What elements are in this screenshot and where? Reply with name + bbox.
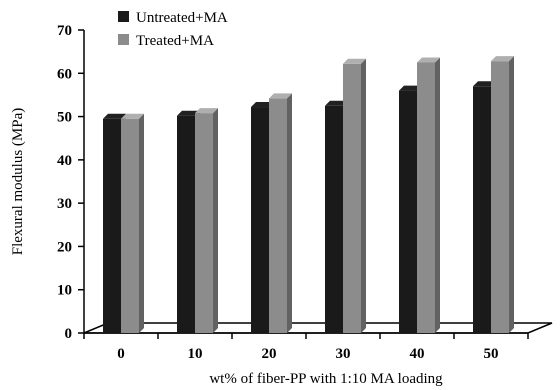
bar-top	[269, 93, 292, 99]
bar-treated-ma-0	[121, 113, 144, 333]
x-tick-label: 30	[336, 346, 351, 362]
bar-top	[103, 113, 126, 119]
bar-front	[195, 113, 213, 333]
bar-top	[343, 58, 366, 64]
x-tick-label: 50	[484, 346, 499, 362]
bar-top	[121, 113, 144, 119]
bar-top	[417, 57, 440, 63]
x-tick-label: 40	[410, 346, 425, 362]
y-tick-label: 0	[65, 326, 73, 342]
y-tick-label: 60	[57, 66, 72, 82]
y-tick-label: 50	[57, 110, 72, 126]
bar-side	[435, 57, 440, 333]
bar-side	[509, 56, 514, 334]
y-tick-label: 20	[57, 239, 72, 255]
bar-front	[325, 105, 343, 333]
bar-front	[103, 118, 121, 333]
y-tick-label: 30	[57, 196, 72, 212]
bar-front	[473, 86, 491, 334]
bars	[103, 56, 514, 334]
bar-top	[195, 108, 218, 114]
bar-front	[417, 62, 435, 333]
bar-front	[491, 61, 509, 334]
bar-top	[251, 102, 274, 108]
bar-front	[343, 63, 361, 334]
bar-treated-ma-50	[491, 56, 514, 334]
x-axis-title: wt% of fiber-PP with 1:10 MA loading	[209, 371, 443, 387]
legend-swatch-untreated	[118, 11, 129, 22]
x-tick-label: 20	[262, 346, 277, 362]
y-axis-title: Flexural modulus (MPa)	[10, 108, 26, 256]
tick-labels: 0 10 20 30 40 50 60 70 0 10 20 30 40 50	[57, 23, 499, 362]
bar-top	[399, 85, 422, 91]
bar-treated-ma-10	[195, 108, 218, 333]
bar-top	[473, 81, 496, 87]
bar-treated-ma-30	[343, 58, 366, 334]
bar-front	[269, 98, 287, 334]
bar-front	[177, 115, 195, 333]
bar-treated-ma-40	[417, 57, 440, 333]
legend-swatch-treated	[118, 34, 129, 45]
bar-treated-ma-20	[269, 93, 292, 334]
y-tick-label: 70	[57, 23, 72, 39]
bar-top	[177, 110, 200, 116]
legend-label-untreated: Untreated+MA	[136, 10, 228, 26]
x-tick-label: 0	[117, 346, 125, 362]
bar-front	[251, 107, 269, 333]
y-tick-label: 10	[57, 283, 72, 299]
bar-side	[139, 113, 144, 333]
y-tick-label: 40	[57, 153, 72, 169]
bar-top	[491, 56, 514, 62]
x-tick-label: 10	[188, 346, 203, 362]
legend: Untreated+MA Treated+MA	[118, 10, 228, 49]
bar-side	[287, 93, 292, 334]
bar-side	[213, 108, 218, 333]
legend-label-treated: Treated+MA	[136, 33, 214, 49]
bar-front	[399, 90, 417, 333]
bar-top	[325, 100, 348, 106]
bar-side	[361, 58, 366, 334]
axes	[78, 29, 553, 339]
bar-front	[121, 118, 139, 333]
